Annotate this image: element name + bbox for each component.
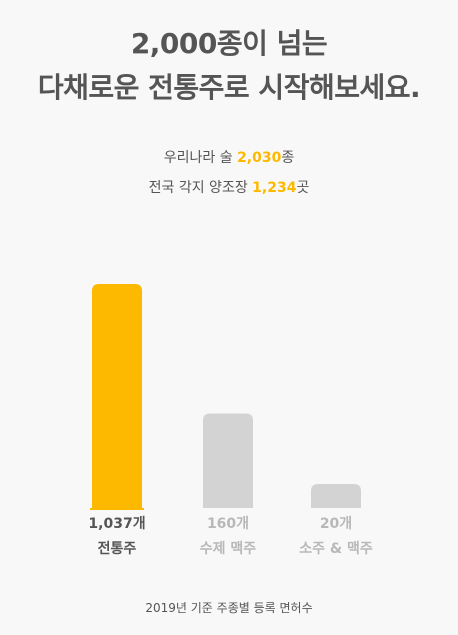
stat-brewery-suffix: 곳 (296, 180, 310, 196)
category-label-전통주: 전통주 (98, 540, 137, 557)
stat-liquor-prefix: 우리나라 술 (163, 150, 238, 166)
stat-liquor-count: 우리나라 술 2,030종 (0, 147, 458, 167)
category-label-소주-맥주: 소주 & 맥주 (299, 540, 373, 557)
headline-line-1: 2,000종이 넘는 (130, 27, 328, 60)
chart-footnote: 2019년 기준 주종별 등록 면허수 (145, 601, 313, 615)
headline-line-2: 다채로운 전통주로 시작해보세요. (37, 71, 421, 104)
value-label-수제-맥주: 160개 (207, 516, 249, 532)
stat-liquor-value: 2,030 (237, 150, 282, 166)
stat-brewery-prefix: 전국 각지 양조장 (148, 180, 253, 196)
bar-수제-맥주 (203, 413, 253, 508)
category-label-수제-맥주: 수제 맥주 (200, 540, 257, 557)
stat-brewery-value: 1,234 (252, 180, 297, 196)
bar-전통주 (92, 284, 142, 508)
value-label-전통주: 1,037개 (88, 516, 145, 532)
value-label-소주-맥주: 20개 (320, 516, 352, 532)
bar-소주-맥주 (311, 484, 361, 508)
stat-brewery-count: 전국 각지 양조장 1,234곳 (0, 177, 458, 197)
stat-liquor-suffix: 종 (281, 150, 295, 166)
